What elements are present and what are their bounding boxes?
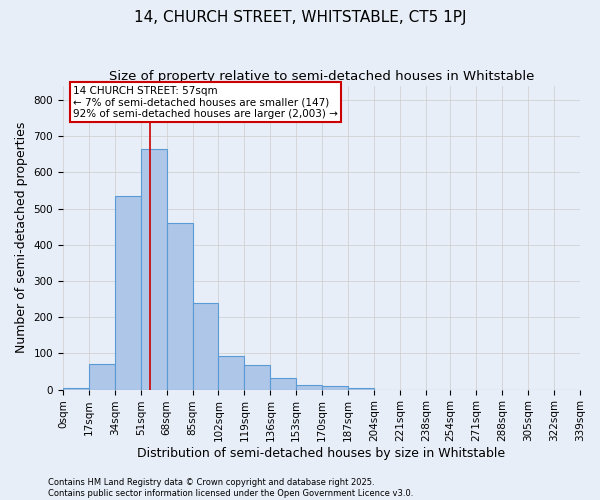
Bar [296,386,322,390]
Bar [63,388,89,390]
Text: 14 CHURCH STREET: 57sqm
← 7% of semi-detached houses are smaller (147)
92% of se: 14 CHURCH STREET: 57sqm ← 7% of semi-det… [73,86,338,119]
Text: Contains HM Land Registry data © Crown copyright and database right 2025.
Contai: Contains HM Land Registry data © Crown c… [48,478,413,498]
Bar [218,356,244,390]
Text: 14, CHURCH STREET, WHITSTABLE, CT5 1PJ: 14, CHURCH STREET, WHITSTABLE, CT5 1PJ [134,10,466,25]
Title: Size of property relative to semi-detached houses in Whitstable: Size of property relative to semi-detach… [109,70,534,83]
Bar [348,388,374,390]
Bar [140,149,167,390]
Bar [271,378,296,390]
Bar [322,386,348,390]
Bar [193,304,218,390]
X-axis label: Distribution of semi-detached houses by size in Whitstable: Distribution of semi-detached houses by … [137,447,506,460]
Bar [115,196,140,390]
Y-axis label: Number of semi-detached properties: Number of semi-detached properties [15,122,28,354]
Bar [89,364,115,390]
Bar [167,223,193,390]
Bar [244,365,271,390]
